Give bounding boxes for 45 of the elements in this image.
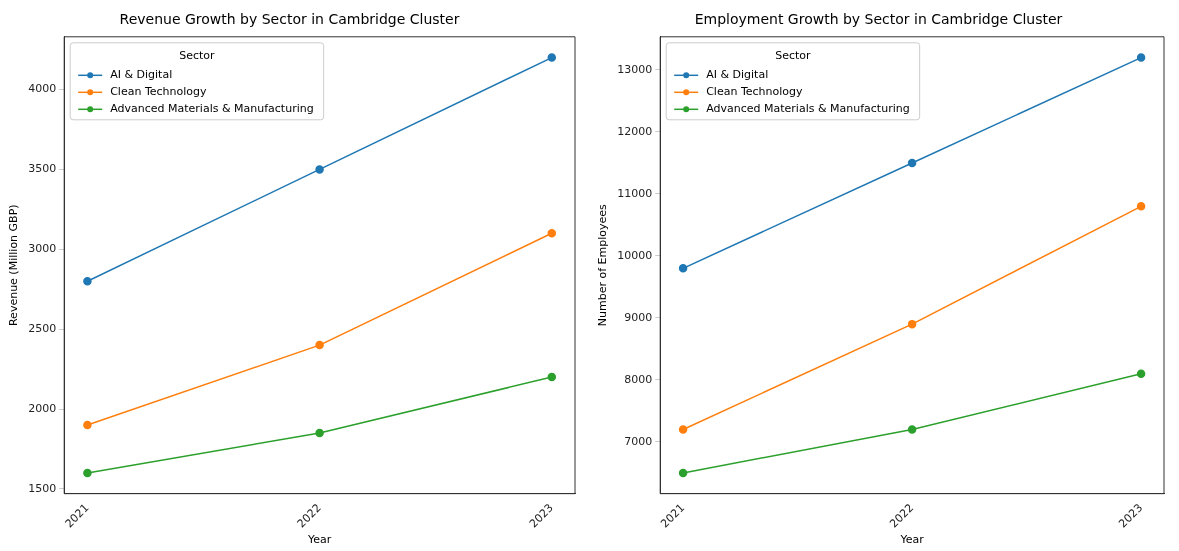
legend-title: Sector (775, 48, 812, 62)
point (1136, 369, 1146, 378)
point (547, 229, 557, 238)
point (907, 319, 917, 329)
y-tick-label: 9000 (624, 310, 653, 324)
y-tick-label: 3000 (28, 242, 57, 256)
legend-label: Clean Technology (110, 85, 208, 99)
y-tick-label: 1500 (28, 481, 57, 495)
y-tick-label: 3500 (28, 162, 57, 176)
point (315, 340, 324, 350)
y-tick-label: 2500 (28, 321, 57, 335)
point (83, 276, 92, 286)
point (83, 420, 92, 430)
y-tick-label: 7000 (624, 434, 653, 448)
legend-title: Sector (179, 48, 216, 62)
point (547, 372, 557, 382)
point (678, 425, 688, 434)
chart-title: Revenue Growth by Sector in Cambridge Cluster (119, 11, 460, 28)
point (907, 425, 917, 434)
point (907, 158, 917, 168)
chart-title: Employment Growth by Sector in Cambridge Cluster (694, 11, 1063, 28)
legend-label: Advanced Materials & Manufacturing (706, 102, 910, 116)
y-axis-title: Number of Employees (596, 203, 610, 327)
legend-label: AI & Digital (110, 68, 173, 82)
x-axis-title: Year (899, 533, 925, 547)
legend-label: Advanced Materials & Manufacturing (110, 102, 314, 116)
y-tick-label: 8000 (624, 372, 653, 386)
point (1136, 53, 1146, 62)
y-tick-label: 11000 (617, 186, 653, 200)
point (315, 428, 324, 438)
point (678, 264, 688, 273)
legend-label: Clean Technology (706, 85, 804, 99)
point (83, 468, 92, 478)
y-tick-label: 4000 (28, 82, 57, 96)
legend-label: AI & Digital (706, 68, 769, 82)
y-tick-label: 13000 (617, 62, 653, 76)
point (547, 53, 557, 62)
point (315, 165, 324, 174)
y-axis-title: Revenue (Million GBP) (7, 204, 21, 327)
point (678, 468, 688, 478)
y-tick-label: 10000 (617, 248, 653, 262)
point (1136, 202, 1146, 211)
x-axis-title: Year (306, 533, 332, 547)
y-tick-label: 12000 (617, 124, 653, 138)
y-tick-label: 2000 (28, 401, 57, 415)
